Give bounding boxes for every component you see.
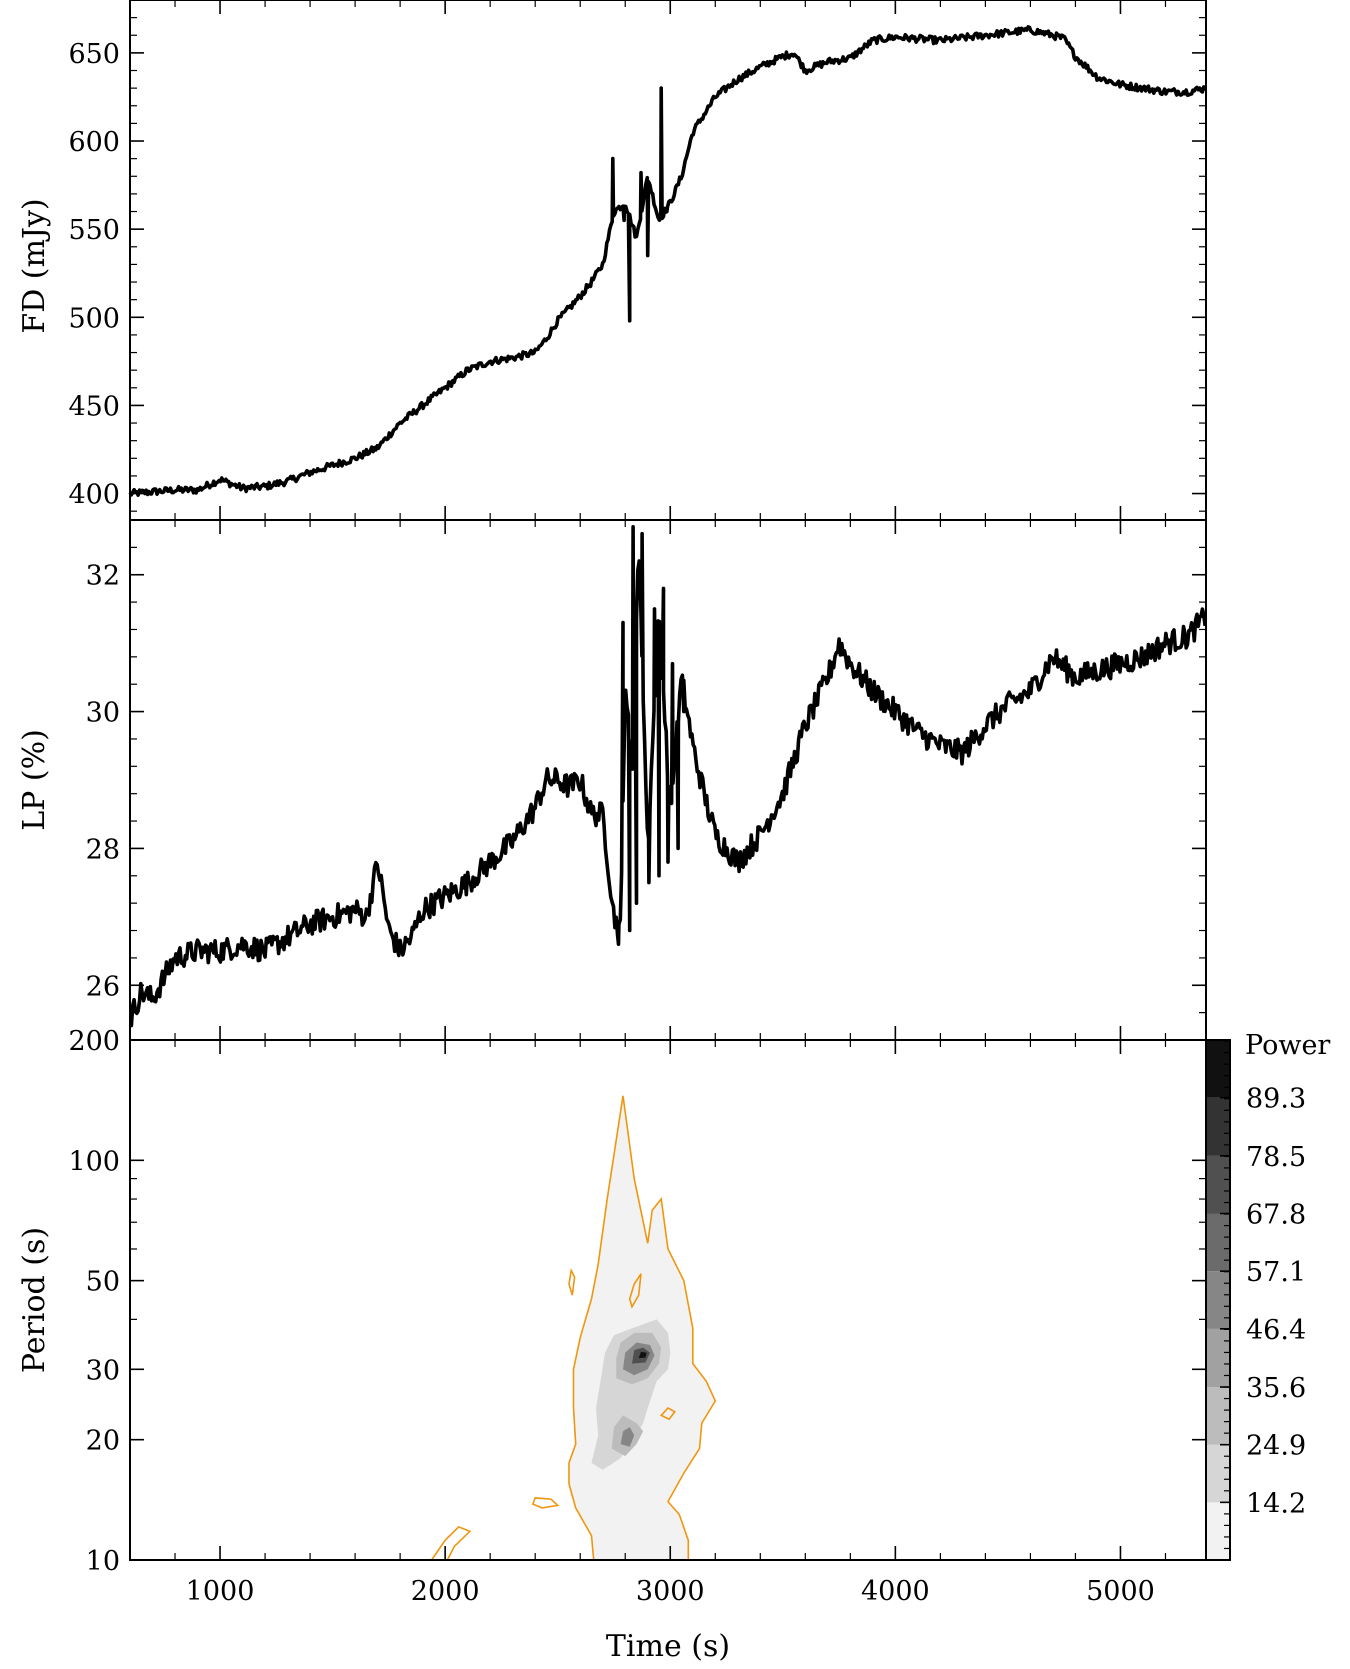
bottom-ytick-label: 10 (86, 1546, 120, 1577)
contour-outline (430, 1525, 472, 1561)
colorbar-frame (1205, 1039, 1231, 1561)
colorbar-swatch (1206, 1097, 1230, 1156)
colorbar-swatch (1206, 1040, 1230, 1098)
bottom-ytick-label: 20 (86, 1426, 120, 1457)
bottom-xtick-label: 1000 (186, 1576, 255, 1607)
top-ytick-label: 650 (68, 39, 120, 70)
middle-axis-ticks: 26 28 30 32 (86, 519, 1206, 1041)
bottom-contour-marks (430, 1095, 717, 1561)
middle-ytick-label: 28 (86, 834, 120, 865)
top-axes-frame (129, 0, 1207, 521)
top-ylabel: FD (mJy) (17, 198, 52, 333)
top-ytick-label: 500 (68, 303, 120, 334)
colorbar-tick-label: 89.3 (1246, 1084, 1306, 1115)
top-ytick-label: 550 (68, 215, 120, 246)
bottom-axis-ticks: 10 20 30 50 100 200 1000 2000 3000 4000 5000 (68, 1026, 1206, 1607)
bottom-xlabel: Time (s) (606, 1629, 730, 1664)
bottom-xtick-label: 4000 (861, 1576, 930, 1607)
colorbar-title: Power (1245, 1030, 1330, 1061)
top-series-line (128, 25, 1207, 497)
contour-outline (568, 1095, 717, 1561)
colorbar-swatch (1206, 1271, 1230, 1329)
colorbar-swatch (1206, 1444, 1230, 1503)
colorbar-swatch (1206, 1387, 1230, 1445)
colorbar-swatch (1206, 1213, 1230, 1272)
colorbar-tick-label: 35.6 (1246, 1373, 1306, 1404)
bottom-ytick-label: 200 (68, 1026, 120, 1057)
colorbar-swatch (1206, 1328, 1230, 1387)
middle-series-line (128, 525, 1207, 1028)
bottom-ytick-label: 100 (68, 1146, 120, 1177)
colorbar-tick-label: 57.1 (1246, 1257, 1306, 1288)
colorbar-swatch (1206, 1155, 1230, 1214)
middle-ytick-label: 26 (86, 971, 120, 1002)
middle-ytick-label: 30 (86, 698, 120, 729)
middle-ytick-label: 32 (86, 561, 120, 592)
bottom-xtick-label: 2000 (411, 1576, 480, 1607)
colorbar-swatches: 14.2 24.9 35.6 46.4 57.1 67.8 78.5 89.3 (1206, 1040, 1306, 1561)
colorbar-tick-label: 14.2 (1246, 1488, 1306, 1519)
contour-outline (568, 1267, 576, 1296)
top-ytick-label: 600 (68, 127, 120, 158)
bottom-ytick-label: 30 (86, 1355, 120, 1386)
colorbar-tick-label: 67.8 (1246, 1200, 1306, 1231)
contour-outline (659, 1406, 677, 1421)
bottom-ytick-label: 50 (86, 1267, 120, 1298)
contour-region-level-8 (638, 1351, 647, 1359)
panel-top-fd: FD (mJy) 400 450 500 550 600 650 (17, 0, 1207, 521)
top-axis-ticks: 400 450 500 550 600 650 (68, 0, 1206, 520)
panel-bottom-wavelet: Period (s) 10 20 30 50 100 200 1000 2000 3000 400… (17, 1026, 1207, 1664)
top-ytick-label: 450 (68, 391, 120, 422)
contour-region-level-4 (620, 1427, 635, 1447)
middle-ylabel: LP (%) (17, 729, 52, 831)
bottom-xtick-label: 5000 (1086, 1576, 1155, 1607)
contour-outline (628, 1273, 642, 1309)
bottom-xtick-label: 3000 (636, 1576, 705, 1607)
panel-middle-lp: LP (%) 26 28 30 32 (17, 519, 1207, 1041)
colorbar-tick-label: 78.5 (1246, 1142, 1306, 1173)
contour-outline (531, 1497, 560, 1509)
colorbar-swatch (1206, 1502, 1230, 1560)
colorbar-tick-label: 46.4 (1246, 1315, 1306, 1346)
top-series-marks (128, 25, 1207, 497)
colorbar-tick-label: 24.9 (1246, 1431, 1306, 1462)
colorbar: 14.2 24.9 35.6 46.4 57.1 67.8 78.5 89.3 Power (1205, 1030, 1330, 1561)
bottom-ylabel: Period (s) (17, 1227, 52, 1373)
top-ytick-label: 400 (68, 480, 120, 511)
middle-series-marks (128, 525, 1207, 1028)
